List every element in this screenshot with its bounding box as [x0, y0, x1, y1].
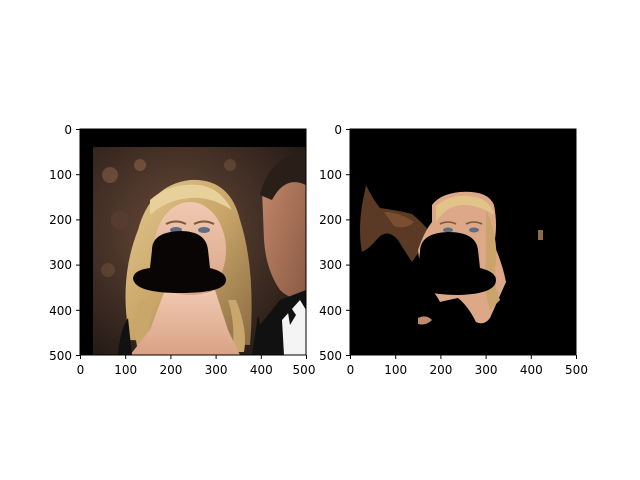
- segment-small-right: [538, 230, 543, 240]
- right-panel: 0 100 200 300 400 500 0 100 200 300 400 …: [319, 123, 588, 377]
- left-ytick-label: 200: [49, 213, 72, 227]
- right-xtick-label: 100: [384, 363, 407, 377]
- right-xtick-label: 500: [565, 363, 588, 377]
- right-image: [350, 129, 576, 355]
- hat-mask: [133, 231, 226, 293]
- left-x-ticks: 0 100 200 300 400 500: [77, 355, 316, 377]
- left-ytick-label: 100: [49, 168, 72, 182]
- right-ytick-label: 300: [319, 258, 342, 272]
- right-ytick-label: 400: [319, 304, 342, 318]
- left-xtick-label: 500: [293, 363, 316, 377]
- left-xtick-label: 400: [250, 363, 273, 377]
- left-ytick-label: 0: [64, 123, 72, 137]
- right-ytick-label: 100: [319, 168, 342, 182]
- left-ytick-label: 300: [49, 258, 72, 272]
- left-xtick-label: 100: [114, 363, 137, 377]
- right-axes-frame: [349, 128, 577, 356]
- right-y-ticks: 0 100 200 300 400 500: [319, 123, 350, 363]
- right-xtick-label: 200: [429, 363, 452, 377]
- right-xtick-label: 0: [347, 363, 355, 377]
- left-panel: 0 100 200 300 400 500 0 100 200 300 400 …: [49, 123, 315, 377]
- right-xtick-label: 400: [520, 363, 543, 377]
- left-xtick-label: 200: [159, 363, 182, 377]
- left-ytick-label: 400: [49, 304, 72, 318]
- right-xtick-label: 300: [475, 363, 498, 377]
- hat-mask: [402, 232, 496, 295]
- left-axes-frame: [79, 128, 307, 356]
- right-ytick-label: 200: [319, 213, 342, 227]
- left-y-ticks: 0 100 200 300 400 500: [49, 123, 80, 363]
- left-image: [80, 129, 306, 355]
- right-x-ticks: 0 100 200 300 400 500: [347, 355, 588, 377]
- man-figure: [256, 150, 306, 355]
- left-xtick-label: 0: [77, 363, 85, 377]
- right-ytick-label: 0: [334, 123, 342, 137]
- right-ytick-label: 500: [319, 349, 342, 363]
- left-ytick-label: 500: [49, 349, 72, 363]
- left-xtick-label: 300: [205, 363, 228, 377]
